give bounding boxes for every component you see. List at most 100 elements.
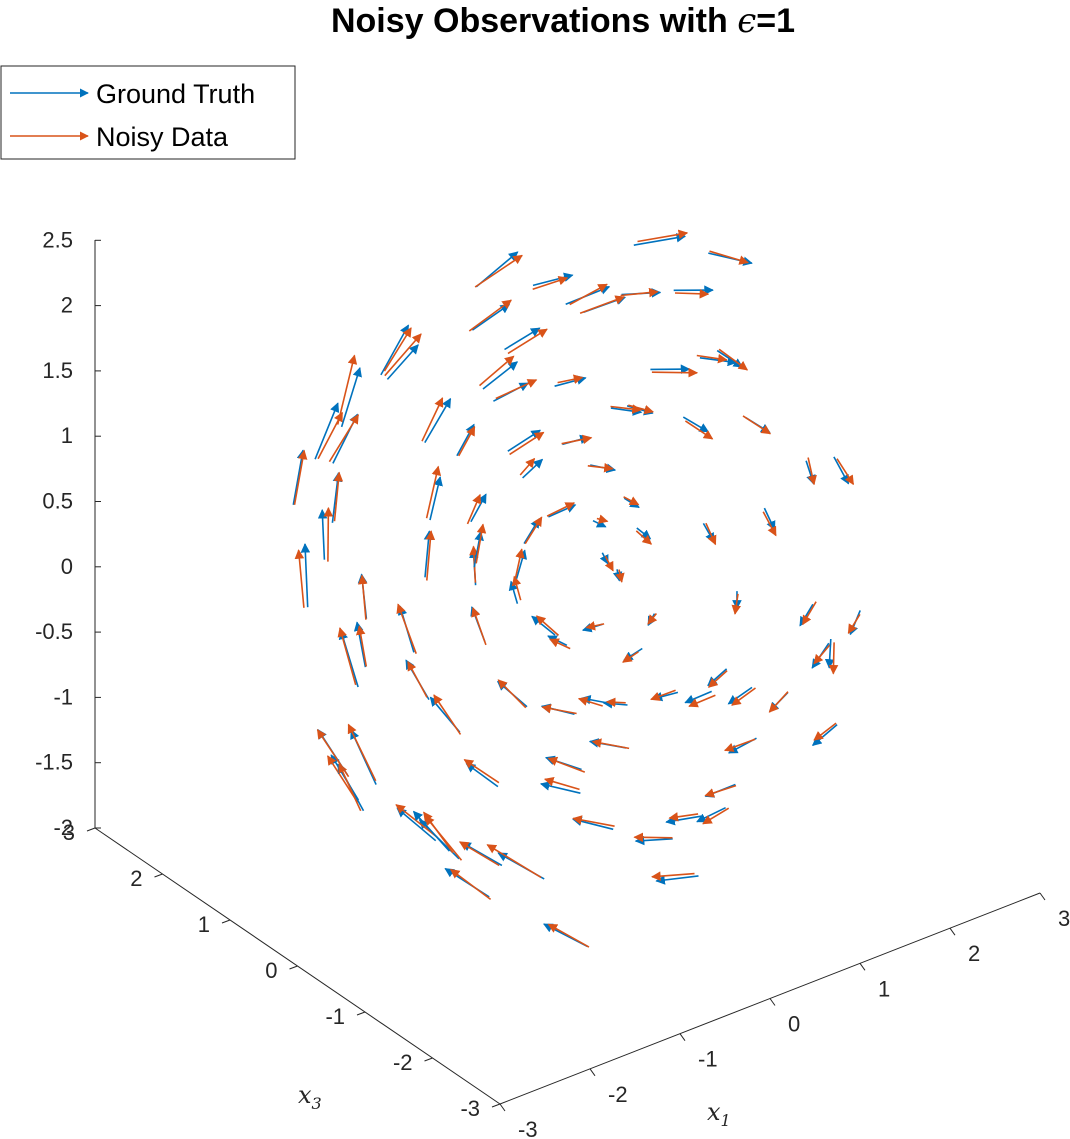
noisy-arrow (762, 511, 777, 537)
noisy-arrow (572, 815, 615, 827)
noisy-arrow (807, 457, 817, 486)
ground-truth-arrow (531, 615, 556, 636)
y-tick-label: -3 (460, 1096, 480, 1121)
ground-truth-arrow (799, 603, 814, 627)
y-tick-label: -1 (325, 1004, 345, 1029)
y-tick-mark (356, 1011, 366, 1016)
ground-truth-arrow (470, 493, 487, 523)
noisy-arrow (668, 812, 699, 822)
ground-truth-arrow (314, 402, 340, 460)
noisy-arrow (355, 625, 368, 667)
noisy-arrow (650, 689, 676, 701)
y-tick-mark (86, 827, 96, 832)
chart-title: Noisy Observations with ϵ=1 (331, 1, 795, 41)
legend-box (0, 65, 296, 160)
noisy-arrow (637, 229, 689, 243)
noisy-arrow (813, 722, 837, 741)
noisy-arrow (587, 462, 614, 473)
noisy-arrow (423, 811, 454, 854)
noisy-arrow (463, 759, 500, 784)
ground-truth-arrow (473, 530, 484, 568)
legend-ground-truth-label: Ground Truth (96, 79, 255, 109)
ground-truth-arrow (507, 429, 542, 452)
noisy-arrow (647, 613, 658, 625)
noisy-arrow (509, 431, 545, 456)
noisy-arrow (813, 643, 832, 665)
noisy-arrow (547, 923, 590, 948)
noisy-arrow (396, 603, 417, 654)
title-epsilon: ϵ (737, 1, 756, 41)
noisy-arrow (557, 374, 584, 384)
ground-truth-arrow (522, 458, 544, 479)
noisy-arrow (468, 299, 512, 332)
z-tick-label: 1 (61, 423, 73, 448)
noisy-arrow (709, 250, 749, 265)
noisy-arrow (457, 425, 476, 457)
noisy-arrow (623, 496, 640, 506)
noisy-arrow (847, 613, 861, 635)
y-tick-mark (491, 1103, 501, 1108)
x-tick-mark (499, 1103, 506, 1112)
noisy-arrow (338, 763, 362, 812)
noisy-arrow (316, 728, 350, 778)
noisy-arrow (535, 615, 560, 636)
noisy-arrow (707, 670, 728, 688)
noisy-arrow (828, 642, 839, 675)
x-tick-mark (949, 927, 956, 936)
noisy-arrow (696, 353, 728, 364)
noisy-arrow (357, 574, 368, 620)
z-tick-label: -1.5 (35, 750, 73, 775)
ground-truth-arrow (412, 810, 450, 852)
noisy-arrow (337, 627, 357, 686)
y-ticks: -3 -2 -1 0 1 2 3 (63, 820, 501, 1121)
ground-truth-arrow (386, 344, 419, 380)
noisy-arrow (519, 457, 536, 476)
noisy-arrow (328, 413, 359, 463)
x-tick-label: -1 (698, 1047, 718, 1072)
noisy-arrow (323, 506, 334, 562)
ground-truth-arrow (696, 806, 726, 823)
y-tick-label: 1 (198, 912, 210, 937)
y-tick-label: 2 (130, 866, 142, 891)
noisy-arrow (293, 449, 308, 505)
noisy-arrow (569, 283, 608, 306)
y-tick-mark (221, 919, 231, 924)
ground-truth-arrow (471, 303, 511, 331)
ground-truth-arrow (592, 518, 607, 528)
noisy-arrow (471, 606, 487, 646)
ground-truth-arrow (707, 668, 728, 687)
z-tick-label: 0 (61, 554, 73, 579)
ground-truth-arrow (429, 476, 443, 521)
noisy-arrow (466, 493, 482, 525)
x-tick-label: -3 (518, 1117, 538, 1139)
ground-truth-arrow (623, 497, 640, 509)
noisy-arrow (524, 516, 543, 545)
noisy-arrow (742, 415, 772, 435)
noisy-arrow (421, 397, 444, 442)
ground-truth-arrow (523, 518, 540, 545)
noisy-arrow (585, 621, 605, 631)
noisy-arrow (620, 287, 659, 298)
x-tick-mark (679, 1033, 686, 1041)
noisy-arrow (674, 289, 710, 299)
noisy-arrow (433, 694, 462, 735)
x-tick-label: -2 (608, 1082, 628, 1107)
noisy-arrow (294, 549, 305, 608)
y-tick-mark (424, 1057, 433, 1062)
noisy-arrow (384, 333, 422, 377)
y-tick-label: -2 (393, 1050, 413, 1075)
y-tick-mark (289, 965, 298, 970)
z-tick-label: -0.5 (35, 619, 73, 644)
noisy-arrow (684, 420, 714, 440)
noisy-arrow (702, 807, 730, 825)
noisy-arrow (449, 868, 492, 901)
x-tick-mark (1039, 892, 1046, 901)
legend-noisy-label: Noisy Data (96, 122, 229, 152)
noisy-arrow (579, 295, 625, 315)
x-tick-label: 1 (878, 976, 890, 1001)
noisy-arrow (495, 379, 538, 400)
y-tick-label: 3 (63, 820, 75, 845)
y-tick-mark (154, 873, 163, 878)
noisy-arrow (547, 756, 586, 773)
